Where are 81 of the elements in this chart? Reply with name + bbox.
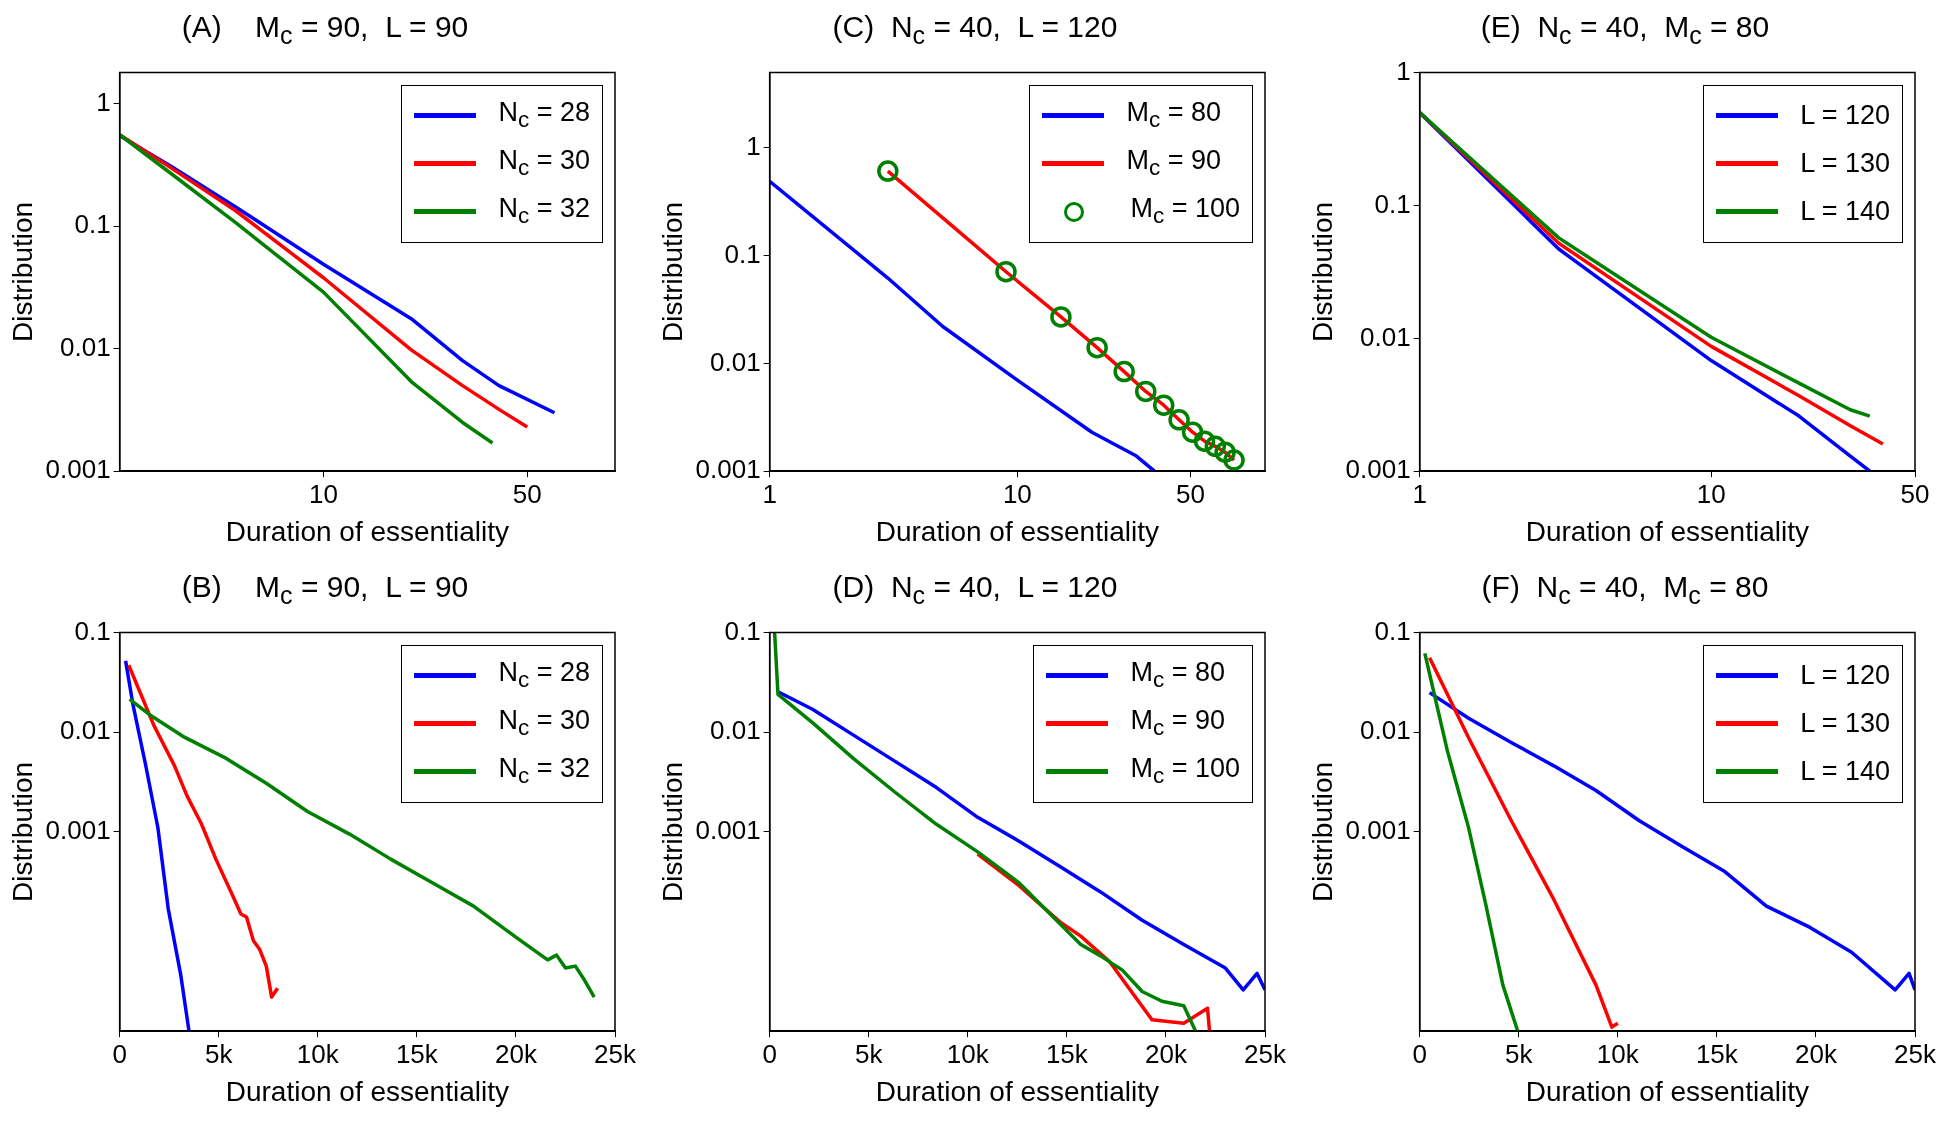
y-axis-title: Distribution — [1306, 761, 1338, 902]
x-axis-title: Duration of essentiality — [875, 515, 1159, 547]
x-tick-label: 10k — [946, 1038, 990, 1069]
y-axis-title: Distribution — [1306, 201, 1338, 342]
chart-title: (D) N$_{c}$ = 40, L = 120 — [831, 570, 1119, 611]
y-tick-label: 0.001 — [695, 454, 761, 485]
legend-label: N$_{c}$ = 28 — [498, 657, 590, 694]
legend-label: N$_{c}$ = 30 — [498, 705, 590, 742]
x-axis-title: Duration of essentiality — [225, 1075, 509, 1107]
x-tick-label: 50 — [512, 478, 542, 509]
x-tick-label: 5k — [1505, 1038, 1534, 1069]
y-tick-label: 0.001 — [45, 454, 111, 485]
x-tick-label: 25k — [1244, 1038, 1287, 1069]
y-tick-label: 0.01 — [60, 331, 111, 362]
legend-label: M$_{c}$ = 100 — [1130, 753, 1240, 790]
x-tick-label: 10k — [1596, 1038, 1640, 1069]
chart-title: (C) N$_{c}$ = 40, L = 120 — [831, 10, 1119, 51]
x-tick-label: 0 — [1412, 1038, 1427, 1069]
y-tick-label: 0.1 — [724, 238, 761, 269]
x-tick-label: 50 — [1900, 478, 1930, 509]
legend-label: L = 140 — [1800, 196, 1890, 228]
x-tick-label: 0 — [112, 1038, 127, 1069]
y-tick-label: 0.01 — [1360, 715, 1411, 746]
x-tick-label: 15k — [395, 1038, 439, 1069]
x-tick-label: 10 — [308, 478, 338, 509]
x-tick-label: 20k — [494, 1038, 538, 1069]
y-tick-label: 0.01 — [710, 346, 761, 377]
x-tick-label: 5k — [205, 1038, 234, 1069]
x-tick-label: 20k — [1794, 1038, 1838, 1069]
x-tick-label: 5k — [855, 1038, 884, 1069]
x-tick-label: 10 — [1002, 478, 1032, 509]
legend-label: L = 140 — [1800, 756, 1890, 788]
legend-label: M$_{c}$ = 80 — [1126, 97, 1221, 134]
x-axis-title: Duration of essentiality — [875, 1075, 1159, 1107]
y-tick-label: 0.001 — [45, 815, 111, 846]
y-tick-label: 0.1 — [1374, 188, 1411, 219]
y-axis-title: Distribution — [656, 761, 688, 902]
x-axis-title: Duration of essentiality — [1525, 515, 1809, 547]
chart-title: (A) M$_{c}$ = 90, L = 90 — [180, 10, 470, 51]
legend-label: L = 130 — [1800, 708, 1890, 740]
legend-label: M$_{c}$ = 80 — [1130, 657, 1225, 694]
y-axis-title: Distribution — [656, 201, 688, 342]
x-tick-label: 25k — [594, 1038, 637, 1069]
y-tick-label: 0.1 — [1374, 615, 1411, 646]
y-tick-label: 0.01 — [1360, 321, 1411, 352]
y-tick-label: 0.01 — [710, 715, 761, 746]
x-axis-title: Duration of essentiality — [1525, 1075, 1809, 1107]
x-tick-label: 10 — [1696, 478, 1726, 509]
legend-label: L = 120 — [1800, 660, 1890, 692]
x-axis-title: Duration of essentiality — [225, 515, 509, 547]
y-tick-label: 1 — [746, 131, 761, 162]
legend-label: N$_{c}$ = 32 — [498, 193, 590, 230]
x-tick-label: 0 — [762, 1038, 777, 1069]
legend-label: M$_{c}$ = 100 — [1130, 193, 1240, 230]
y-tick-label: 1 — [1396, 55, 1411, 86]
legend-label: L = 120 — [1800, 100, 1890, 132]
chart-title: (F) N$_{c}$ = 40, M$_{c}$ = 80 — [1480, 570, 1770, 611]
y-tick-label: 0.001 — [1345, 454, 1411, 485]
legend-label: N$_{c}$ = 32 — [498, 753, 590, 790]
x-tick-label: 25k — [1894, 1038, 1937, 1069]
x-tick-label: 15k — [1045, 1038, 1089, 1069]
x-tick-label: 15k — [1695, 1038, 1739, 1069]
y-tick-label: 0.1 — [724, 615, 761, 646]
y-tick-label: 0.1 — [74, 209, 111, 240]
legend-label: M$_{c}$ = 90 — [1126, 145, 1221, 182]
chart-title: (E) N$_{c}$ = 40, M$_{c}$ = 80 — [1479, 10, 1771, 51]
x-tick-label: 50 — [1175, 478, 1205, 509]
y-tick-label: 1 — [96, 87, 111, 118]
y-tick-label: 0.1 — [74, 615, 111, 646]
y-axis-title: Distribution — [6, 761, 38, 902]
legend-label: N$_{c}$ = 30 — [498, 145, 590, 182]
y-tick-label: 0.001 — [695, 815, 761, 846]
legend-label: L = 130 — [1800, 148, 1890, 180]
y-axis-title: Distribution — [6, 201, 38, 342]
legend-label: M$_{c}$ = 90 — [1130, 705, 1225, 742]
y-tick-label: 0.001 — [1345, 815, 1411, 846]
chart-title: (B) M$_{c}$ = 90, L = 90 — [180, 570, 470, 611]
y-tick-label: 0.01 — [60, 715, 111, 746]
legend-label: N$_{c}$ = 28 — [498, 97, 590, 134]
x-tick-label: 10k — [296, 1038, 340, 1069]
x-tick-label: 20k — [1144, 1038, 1188, 1069]
